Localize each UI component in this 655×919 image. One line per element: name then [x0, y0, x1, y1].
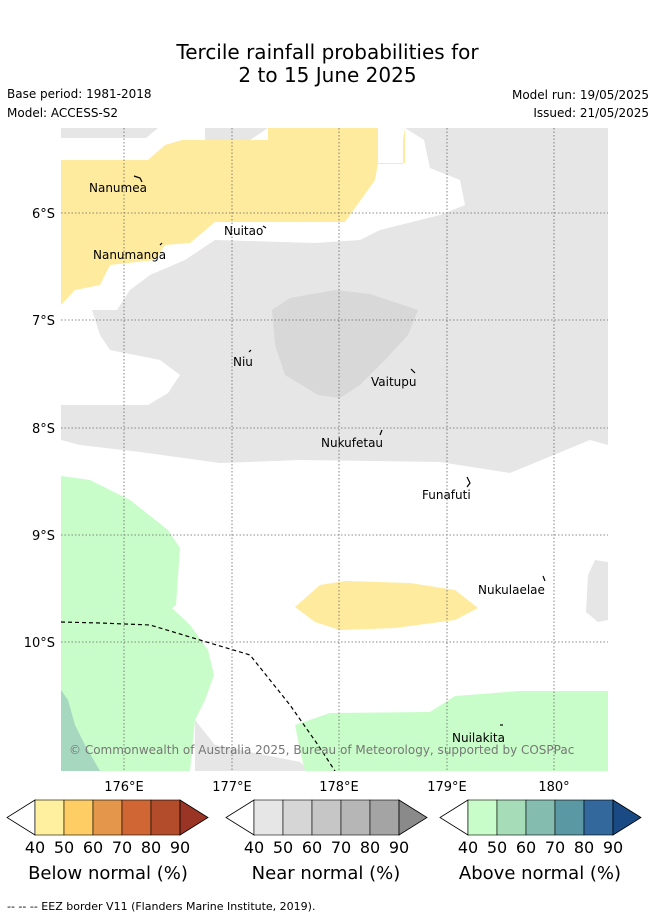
below-normal-region-north — [61, 128, 405, 305]
near-normal-region-east — [586, 560, 608, 622]
colorbar-swatch — [121, 799, 152, 836]
colorbar-swatch — [369, 799, 400, 836]
colorbar-label-above: Above normal (%) — [458, 863, 622, 884]
issued-date: Issued: 21/05/2025 — [533, 106, 649, 120]
island-niu — [248, 349, 252, 353]
colorbar-tick-label: 70 — [112, 838, 132, 857]
colorbar-extend-low — [225, 799, 255, 836]
below-normal-region-south — [295, 581, 478, 630]
island-funafuti — [466, 476, 471, 488]
colorbar-tick-label: 40 — [244, 838, 264, 857]
colorbar-extend-high — [612, 799, 642, 836]
colorbar-swatch — [92, 799, 123, 836]
lon-label: 176°E — [104, 780, 144, 795]
base-period: Base period: 1981-2018 — [7, 87, 152, 101]
near-normal-dark-region — [272, 290, 418, 398]
colorbar-tick-label: 90 — [603, 838, 623, 857]
colorbar-swatch — [340, 799, 371, 836]
colorbar: 40 50 60 70 80 90 — [225, 799, 428, 857]
colorbar-swatch — [34, 799, 65, 836]
colorbar-label-near: Near normal (%) — [251, 863, 401, 884]
lat-label: 6°S — [32, 207, 55, 222]
colorbar-swatch — [63, 799, 94, 836]
colorbar-swatch — [282, 799, 313, 836]
near-normal-region-south — [195, 720, 310, 771]
colorbar-swatch — [253, 799, 284, 836]
colorbar-tick-label: 70 — [545, 838, 565, 857]
colorbar-tick-label: 80 — [141, 838, 161, 857]
colorbar-tick-label: 60 — [302, 838, 322, 857]
title-line-2: 2 to 15 June 2025 — [238, 63, 417, 87]
lon-label: 177°E — [212, 780, 252, 795]
colorbar-tick-label: 50 — [273, 838, 293, 857]
colorbar-tick-label: 50 — [487, 838, 507, 857]
colorbar-tick-label: 70 — [331, 838, 351, 857]
colorbar-extend-low — [6, 799, 36, 836]
colorbar-swatch — [583, 799, 614, 836]
colorbar-tick-label: 40 — [458, 838, 478, 857]
colorbar-tick-label: 60 — [516, 838, 536, 857]
colorbar-label-below: Below normal (%) — [28, 863, 188, 884]
place-label: Nuitao — [224, 224, 263, 238]
lon-label: 180° — [538, 780, 569, 795]
colorbar-tick-label: 60 — [83, 838, 103, 857]
colorbar-tick-label: 50 — [54, 838, 74, 857]
model-name: Model: ACCESS-S2 — [7, 106, 119, 120]
island-nuitao — [262, 225, 267, 229]
model-run: Model run: 19/05/2025 — [511, 88, 649, 102]
lat-label: 8°S — [32, 422, 55, 437]
place-label: Vaitupu — [371, 375, 417, 389]
island-nukufetau — [379, 429, 383, 436]
place-label: Nanumea — [89, 181, 147, 195]
colorbar-extend-high — [398, 799, 428, 836]
place-label: Nuilakita — [452, 731, 505, 745]
lat-label: 9°S — [32, 529, 55, 544]
colorbar-swatch — [496, 799, 527, 836]
colorbar: 40 50 60 70 80 90 — [6, 799, 209, 857]
above-normal-region-west — [61, 476, 214, 771]
place-label: Nukulaelae — [478, 583, 545, 597]
colorbar-swatch — [311, 799, 342, 836]
island-nanumanga — [159, 242, 163, 246]
above-normal-region-south — [295, 691, 608, 771]
place-label: Nukufetau — [321, 436, 383, 450]
above-normal-dark-region — [61, 690, 100, 771]
island-nukulaelae — [542, 575, 546, 582]
colorbar-swatch — [150, 799, 181, 836]
graticule — [61, 128, 608, 771]
colorbars: 40 50 60 70 80 90 40 50 60 70 80 90 40 50 60 70 80 90 — [6, 799, 642, 857]
colorbar-swatch — [525, 799, 556, 836]
title-line-1: Tercile rainfall probabilities for — [176, 40, 479, 64]
colorbar-tick-label: 40 — [25, 838, 45, 857]
colorbar: 40 50 60 70 80 90 — [439, 799, 642, 857]
lat-label: 7°S — [32, 314, 55, 329]
colorbar-tick-label: 80 — [574, 838, 594, 857]
lat-label: 10°S — [24, 636, 55, 651]
place-label: Nanumanga — [93, 248, 166, 262]
lon-label: 178°E — [319, 780, 359, 795]
map-area: Nanumea Nuitao Nanumanga Niu Vaitupu Nuk… — [61, 128, 608, 771]
colorbar-tick-label: 90 — [389, 838, 409, 857]
lon-label: 179°E — [427, 780, 467, 795]
island-nanumea — [133, 175, 143, 183]
place-label: Funafuti — [422, 488, 471, 502]
copyright-notice: © Commonwealth of Australia 2025, Bureau… — [69, 743, 574, 757]
colorbar-extend-low — [439, 799, 469, 836]
colorbar-tick-label: 90 — [170, 838, 190, 857]
island-vaitupu — [410, 368, 416, 374]
colorbar-swatch — [467, 799, 498, 836]
place-label: Niu — [233, 355, 253, 369]
colorbar-swatch — [554, 799, 585, 836]
eez-legend: -- -- -- EEZ border V11 (Flanders Marine… — [7, 900, 316, 913]
colorbar-tick-label: 80 — [360, 838, 380, 857]
colorbar-extend-high — [179, 799, 209, 836]
islands — [133, 175, 546, 726]
